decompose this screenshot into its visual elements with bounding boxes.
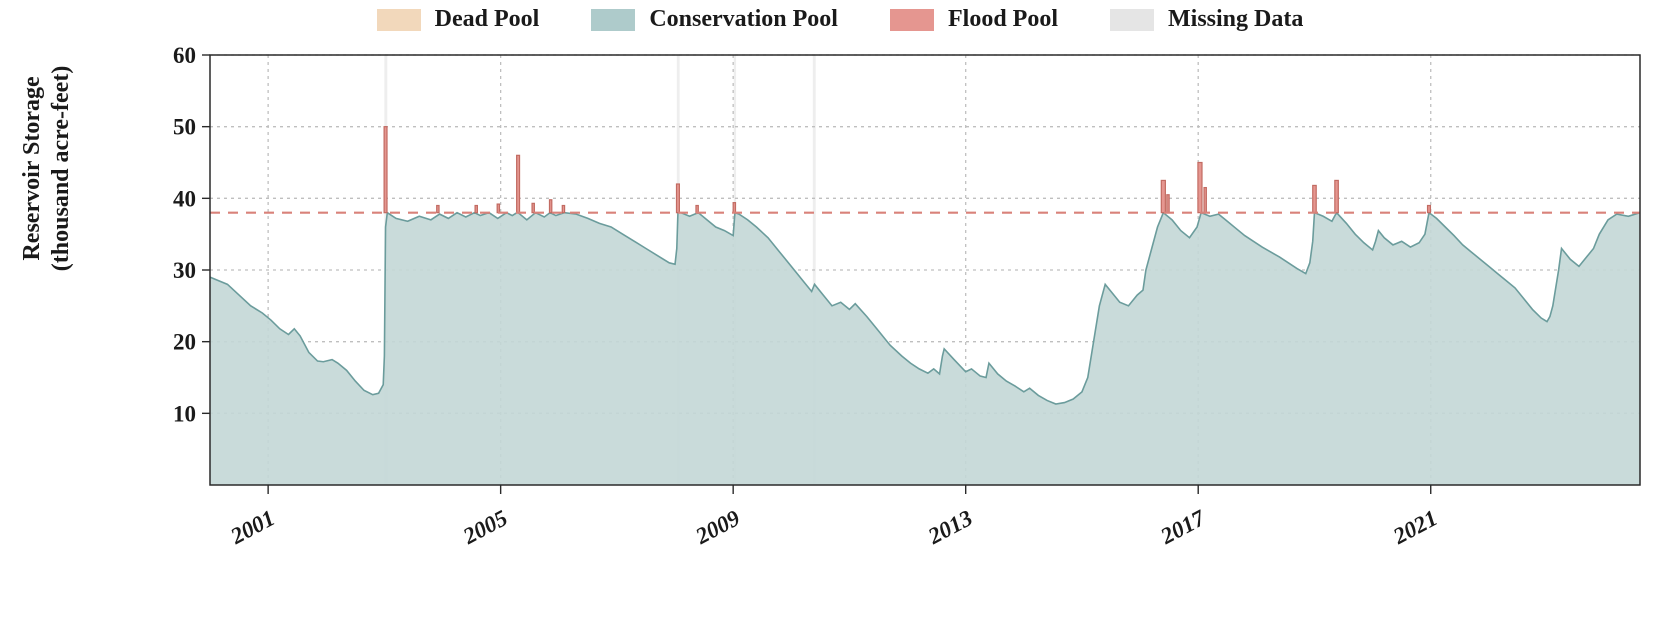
svg-text:20: 20 [173,330,196,355]
legend-swatch [591,9,635,31]
svg-text:2005: 2005 [458,505,511,549]
legend-label: Missing Data [1168,6,1303,33]
svg-text:60: 60 [173,43,196,68]
reservoir-storage-chart: Dead Pool Conservation Pool Flood Pool Miss… [0,0,1680,630]
y-axis-title: Reservoir Storage (thousand acre-feet) [18,66,76,272]
legend-swatch [377,9,421,31]
legend-swatch [1110,9,1154,31]
svg-text:2013: 2013 [923,505,976,549]
svg-text:50: 50 [173,115,196,140]
legend-item: Dead Pool [377,6,540,33]
legend-item: Conservation Pool [591,6,838,33]
legend-label: Dead Pool [435,6,540,33]
svg-text:2001: 2001 [226,505,279,549]
legend-label: Flood Pool [948,6,1058,33]
svg-text:30: 30 [173,258,196,283]
svg-text:10: 10 [173,401,196,426]
svg-text:2009: 2009 [691,505,745,549]
svg-text:40: 40 [173,186,196,211]
legend-swatch [890,9,934,31]
legend-item: Flood Pool [890,6,1058,33]
y-axis-title-line2: (thousand acre-feet) [48,66,74,272]
svg-text:2021: 2021 [1388,505,1441,549]
legend-label: Conservation Pool [649,6,838,33]
legend-item: Missing Data [1110,6,1303,33]
legend: Dead Pool Conservation Pool Flood Pool Miss… [0,6,1680,33]
plot-svg: 10 20 30 40 50 60 2001 2005 2009 2013 2017 2021 [0,0,1680,630]
y-axis-title-line1: Reservoir Storage [19,76,45,260]
svg-text:2017: 2017 [1156,505,1211,550]
